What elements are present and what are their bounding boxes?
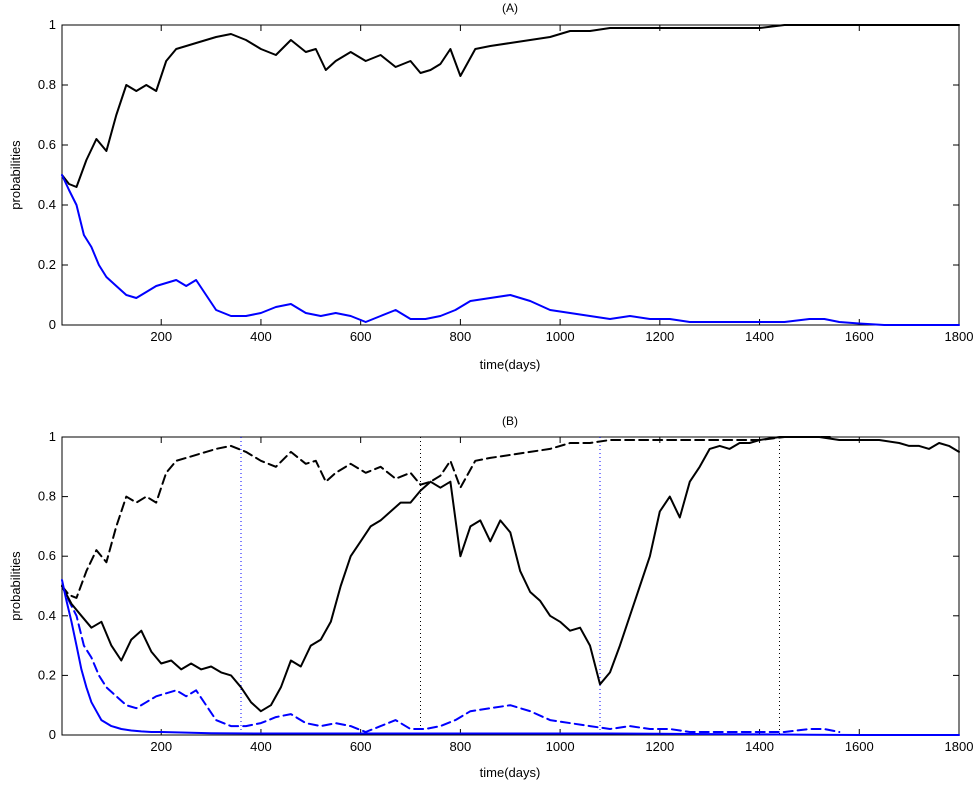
panel-b-y-tick-label: 0.8 — [38, 489, 56, 504]
panel-b-y-tick-label: 1 — [49, 429, 56, 444]
panel-b-x-tick-label: 1400 — [745, 739, 774, 754]
panel-b-y-tick-label: 0.6 — [38, 548, 56, 563]
panel-b-x-tick-label: 1800 — [945, 739, 974, 754]
panel-b-x-tick-label: 400 — [250, 739, 272, 754]
panel-a-y-tick-label: 0.8 — [38, 77, 56, 92]
panel-a-x-tick-label: 1000 — [546, 329, 575, 344]
panel-a-x-tick-label: 1200 — [645, 329, 674, 344]
panel-b-x-tick-label: 600 — [350, 739, 372, 754]
panel-b-y-tick-label: 0.4 — [38, 608, 56, 623]
panel-a-x-tick-label: 200 — [150, 329, 172, 344]
panel-a-y-axis-label: probabilities — [8, 140, 23, 210]
panel-a-y-tick-label: 0.4 — [38, 197, 56, 212]
panel-b-ticks: 200 400 600 800 1000 1200 1400 1600 1800 0 0.2 0.4 0… — [38, 429, 974, 754]
panel-b-title: (B) — [502, 414, 518, 428]
panel-b-x-tick-label: 1200 — [645, 739, 674, 754]
panel-a-x-tick-label: 1800 — [945, 329, 974, 344]
panel-b-series-line-0 — [61, 436, 836, 599]
panel-a-y-tick-label: 0 — [49, 317, 56, 332]
panel-a-x-tick-label: 400 — [250, 329, 272, 344]
panel-b-y-tick-label: 0 — [49, 727, 56, 742]
panel-a-series — [61, 24, 960, 326]
panel-b-x-axis-label: time(days) — [480, 765, 541, 780]
panel-b-y-axis-label: probabilities — [8, 551, 23, 621]
panel-a-x-axis-label: time(days) — [480, 357, 541, 372]
panel-a-title: (A) — [502, 1, 518, 15]
panel-b-x-tick-label: 800 — [450, 739, 472, 754]
panel-b-x-tick-label: 1000 — [546, 739, 575, 754]
panel-b-series-line-3 — [61, 579, 960, 736]
panel-b-series — [61, 436, 960, 736]
panel-b: (B) 200 400 600 800 1000 1200 1400 1600 1800 0 0.2… — [8, 414, 973, 780]
panel-a-ticks: 200 400 600 800 1000 1200 1400 1600 1800 0 0.2 0.4 0… — [38, 17, 974, 344]
panel-a-y-tick-label: 0.2 — [38, 257, 56, 272]
panel-b-series-line-1 — [61, 585, 841, 733]
panel-b-y-tick-label: 0.2 — [38, 667, 56, 682]
panel-a-x-tick-label: 800 — [450, 329, 472, 344]
panel-a-series-line-0 — [61, 24, 960, 188]
panel-a-x-tick-label: 1600 — [845, 329, 874, 344]
panel-a-series-line-1 — [61, 174, 960, 326]
panel-a-y-tick-label: 0.6 — [38, 137, 56, 152]
panel-b-series-line-2 — [61, 436, 960, 713]
panel-a-x-tick-label: 600 — [350, 329, 372, 344]
panel-a: (A) 200 400 600 800 1000 1200 1400 1600 1800 0 0.2… — [8, 1, 973, 372]
panel-b-x-tick-label: 200 — [150, 739, 172, 754]
panel-a-y-tick-label: 1 — [49, 17, 56, 32]
panel-a-x-tick-label: 1400 — [745, 329, 774, 344]
panel-b-x-tick-label: 1600 — [845, 739, 874, 754]
panel-b-vertical-lines — [240, 437, 781, 735]
